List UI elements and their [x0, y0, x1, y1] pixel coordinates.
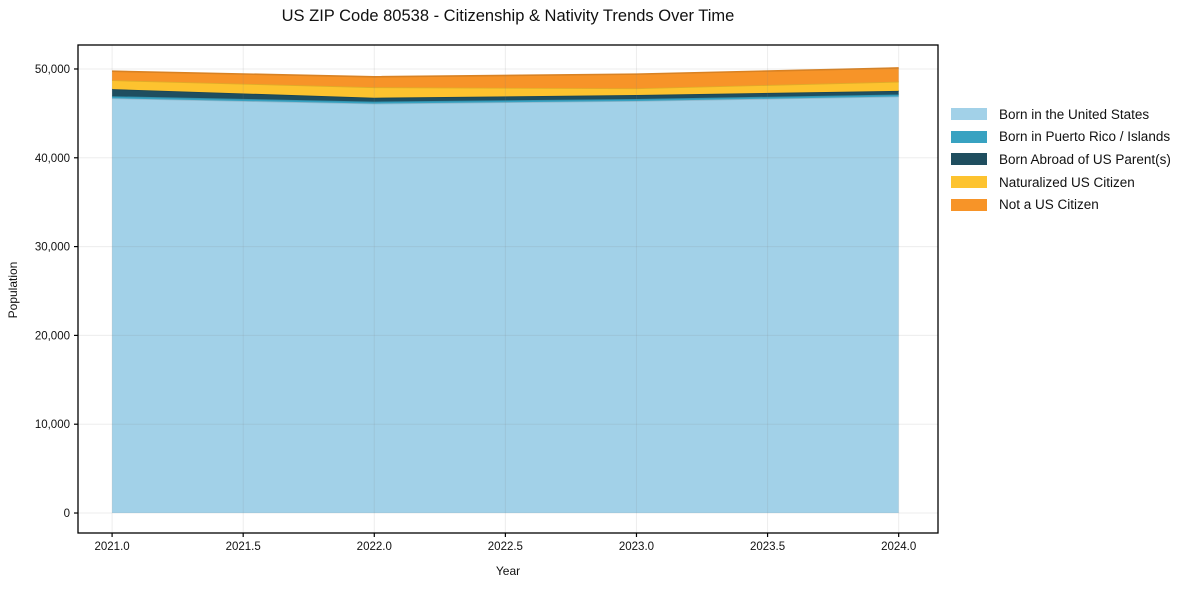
- chart-title: US ZIP Code 80538 - Citizenship & Nativi…: [281, 7, 735, 25]
- legend-swatch-icon: [951, 153, 987, 166]
- legend-swatch-icon: [951, 176, 987, 189]
- legend-label: Born in Puerto Rico / Islands: [999, 129, 1171, 145]
- legend-label: Born in the United States: [999, 106, 1150, 122]
- y-tick-label: 20,000: [35, 330, 70, 342]
- x-tick-label: 2022.0: [357, 541, 392, 553]
- x-tick-label: 2021.5: [226, 541, 261, 553]
- legend-label: Born Abroad of US Parent(s): [999, 151, 1171, 167]
- y-tick-label: 50,000: [35, 64, 70, 76]
- area-series-2: [112, 89, 899, 102]
- y-axis-label: Population: [6, 261, 20, 319]
- legend-swatch-icon: [951, 130, 987, 143]
- area-edge-series-1: [112, 93, 899, 103]
- legend-swatch-icon: [951, 198, 987, 211]
- y-tick-label: 0: [64, 508, 70, 520]
- y-tick-label: 40,000: [35, 153, 70, 165]
- legend-item: Naturalized US Citizen: [951, 171, 1171, 194]
- legend-label: Naturalized US Citizen: [999, 174, 1135, 190]
- legend-label: Not a US Citizen: [999, 197, 1099, 213]
- legend: Born in the United States Born in Puerto…: [951, 103, 1171, 216]
- legend-item: Born in Puerto Rico / Islands: [951, 126, 1171, 149]
- legend-item: Born Abroad of US Parent(s): [951, 148, 1171, 171]
- area-series-1: [112, 94, 899, 104]
- area-edge-series-4: [112, 67, 899, 78]
- y-tick-label: 30,000: [35, 242, 70, 254]
- y-tick-label: 10,000: [35, 419, 70, 431]
- area-series-0: [112, 96, 899, 514]
- legend-swatch-icon: [951, 108, 987, 121]
- area-series-3: [112, 80, 899, 98]
- x-tick-label: 2023.5: [750, 541, 785, 553]
- legend-item: Not a US Citizen: [951, 193, 1171, 216]
- x-tick-label: 2022.5: [488, 541, 523, 553]
- plot-border: [77, 44, 939, 534]
- x-tick-label: 2023.0: [619, 541, 654, 553]
- legend-item: Born in the United States: [951, 103, 1171, 126]
- x-tick-label: 2021.0: [94, 541, 129, 553]
- x-tick-label: 2024.0: [881, 541, 916, 553]
- x-axis-label: Year: [495, 564, 521, 578]
